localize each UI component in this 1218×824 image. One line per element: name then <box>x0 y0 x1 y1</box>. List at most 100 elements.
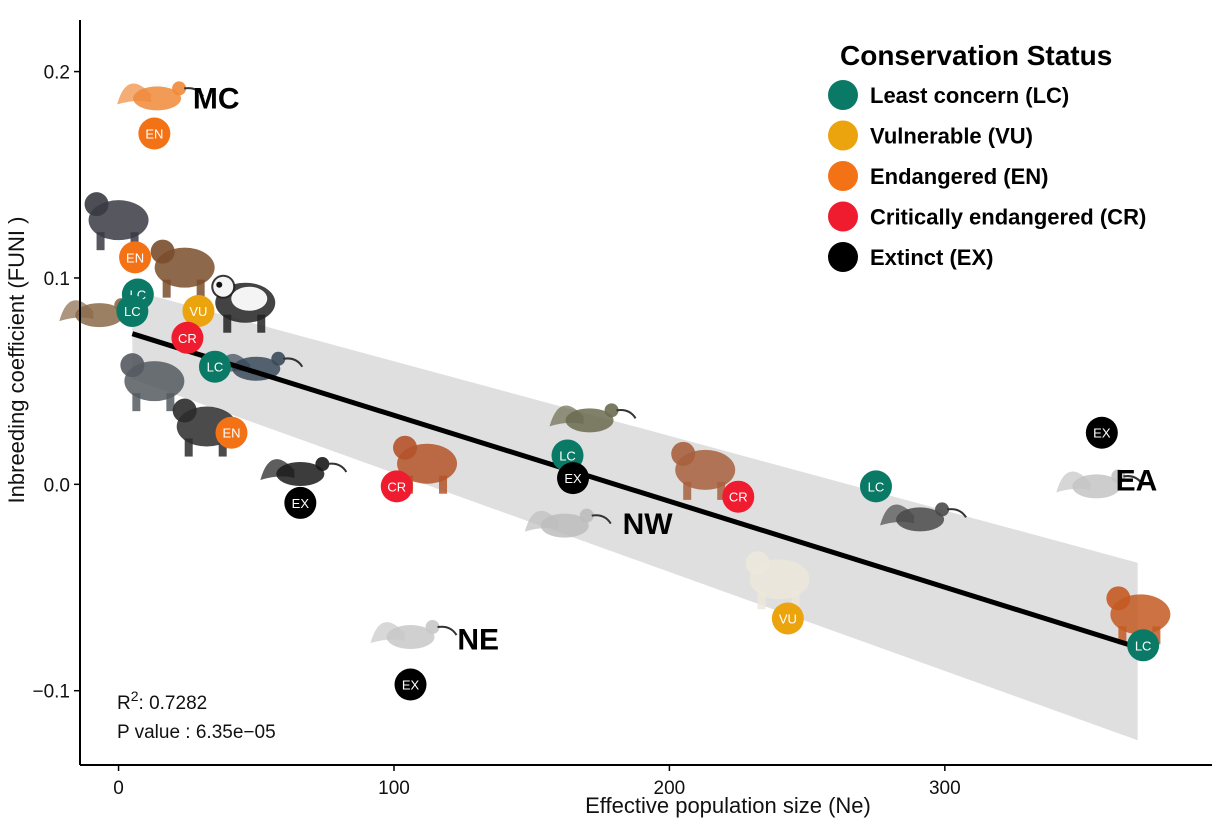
legend: Conservation Status Least concern (LC) Vu… <box>828 40 1146 272</box>
legend-swatch <box>828 201 858 232</box>
tick-labels: 0 100 200 300 −0.1 0.0 0.1 0.2 <box>32 63 960 799</box>
point-label: EX <box>402 678 420 693</box>
point-label: LC <box>124 304 141 319</box>
point-marker <box>859 470 892 503</box>
chimpanzee-icon <box>84 192 149 251</box>
point-label: EX <box>292 496 310 511</box>
gorilla-icon <box>120 353 185 412</box>
data-point-lc: LC <box>859 470 892 503</box>
mallard-icon <box>549 403 637 433</box>
legend-item-cr: Critically endangered (CR) <box>828 201 1146 232</box>
panda-icon <box>211 274 276 333</box>
region-labels: MC NW NE EA <box>193 83 1157 657</box>
legend-swatch <box>828 80 858 110</box>
data-point-ex: EX <box>284 486 317 519</box>
legend-swatch <box>828 242 858 272</box>
point-label: VU <box>779 611 797 626</box>
polar-bear-icon <box>745 551 810 610</box>
data-point-lc: LC <box>116 294 149 327</box>
x-axis-title: Effective population size (Ne) <box>585 793 871 818</box>
y-tick-label: −0.1 <box>32 682 70 703</box>
point-marker <box>557 462 590 495</box>
shrike-icon <box>880 502 967 532</box>
legend-title: Conservation Status <box>840 40 1112 71</box>
legend-item-ex: Extinct (EX) <box>828 242 993 272</box>
point-label: CR <box>387 479 406 494</box>
point-label: LC <box>207 360 224 375</box>
ibis-icon <box>117 81 204 111</box>
region-label-nw: NW <box>623 508 674 541</box>
y-tick-label: 0.2 <box>44 63 70 84</box>
confidence-band <box>132 290 1138 741</box>
y-tick-label: 0.1 <box>44 269 70 290</box>
magpie-icon <box>260 457 348 487</box>
point-marker <box>116 294 149 327</box>
x-tick-label: 300 <box>929 778 961 799</box>
region-label-ea: EA <box>1116 465 1158 498</box>
gibbon-icon <box>172 398 237 457</box>
data-point-cr: CR <box>380 470 413 503</box>
y-axis-title: Inbreeding coefficient (FUNI ) <box>4 217 29 504</box>
ibis-nw-icon <box>524 508 612 538</box>
point-label: LC <box>559 448 576 463</box>
ibis-ea-icon <box>1056 469 1144 499</box>
point-label: VU <box>189 304 207 319</box>
regression-line <box>131 331 1139 650</box>
point-marker <box>771 602 804 635</box>
r-squared-text: R2: 0.7282 <box>117 688 207 714</box>
point-label: CR <box>729 490 748 505</box>
orangutan-male-icon <box>671 441 736 500</box>
point-label: EX <box>564 471 582 486</box>
data-point-en: EN <box>138 117 171 150</box>
point-marker <box>1127 629 1160 662</box>
data-point-cr: CR <box>722 480 755 513</box>
point-marker <box>284 486 317 519</box>
legend-swatch <box>828 161 858 191</box>
legend-item-lc: Least concern (LC) <box>828 80 1069 110</box>
legend-swatch <box>828 120 858 151</box>
x-tick-label: 200 <box>654 778 686 799</box>
data-point-ex: EX <box>557 462 590 495</box>
animal-icons-layer <box>59 81 1171 650</box>
point-marker <box>1085 416 1118 449</box>
fox-icon <box>1106 586 1171 645</box>
point-label: CR <box>178 331 197 346</box>
point-label: EN <box>145 127 163 142</box>
legend-label: Critically endangered (CR) <box>870 205 1146 230</box>
legend-item-vu: Vulnerable (VU) <box>828 120 1033 151</box>
regression-line-layer <box>131 331 1139 650</box>
point-marker <box>119 241 152 274</box>
bear-icon <box>150 239 215 298</box>
legend-label: Vulnerable (VU) <box>870 124 1033 149</box>
point-marker <box>182 294 215 327</box>
data-point-lc: LC <box>198 350 231 383</box>
confidence-band-layer <box>132 290 1138 741</box>
legend-label: Extinct (EX) <box>870 245 993 270</box>
point-label: EX <box>1093 426 1111 441</box>
data-point-ex: EX <box>394 668 427 701</box>
data-point-cr: CR <box>171 321 204 354</box>
data-point-en: EN <box>119 241 152 274</box>
legend-items: Least concern (LC) Vulnerable (VU) Endange… <box>828 80 1146 272</box>
point-label: LC <box>1135 638 1152 653</box>
point-marker <box>722 480 755 513</box>
data-point-ex: EX <box>1085 416 1118 449</box>
legend-label: Endangered (EN) <box>870 164 1048 189</box>
data-point-en: EN <box>215 416 248 449</box>
data-point-vu: VU <box>182 294 215 327</box>
ibis-ne-icon <box>370 620 458 650</box>
stats-annotation: R2: 0.7282 P value : 6.35e−05 <box>117 688 276 743</box>
legend-item-en: Endangered (EN) <box>828 161 1048 191</box>
point-label: EN <box>222 426 240 441</box>
point-marker <box>198 350 231 383</box>
point-marker <box>215 416 248 449</box>
x-tick-label: 0 <box>113 778 124 799</box>
legend-label: Least concern (LC) <box>870 83 1069 108</box>
point-marker <box>138 117 171 150</box>
point-marker <box>394 668 427 701</box>
data-point-vu: VU <box>771 602 804 635</box>
data-point-lc: LC <box>1127 629 1160 662</box>
point-marker <box>380 470 413 503</box>
